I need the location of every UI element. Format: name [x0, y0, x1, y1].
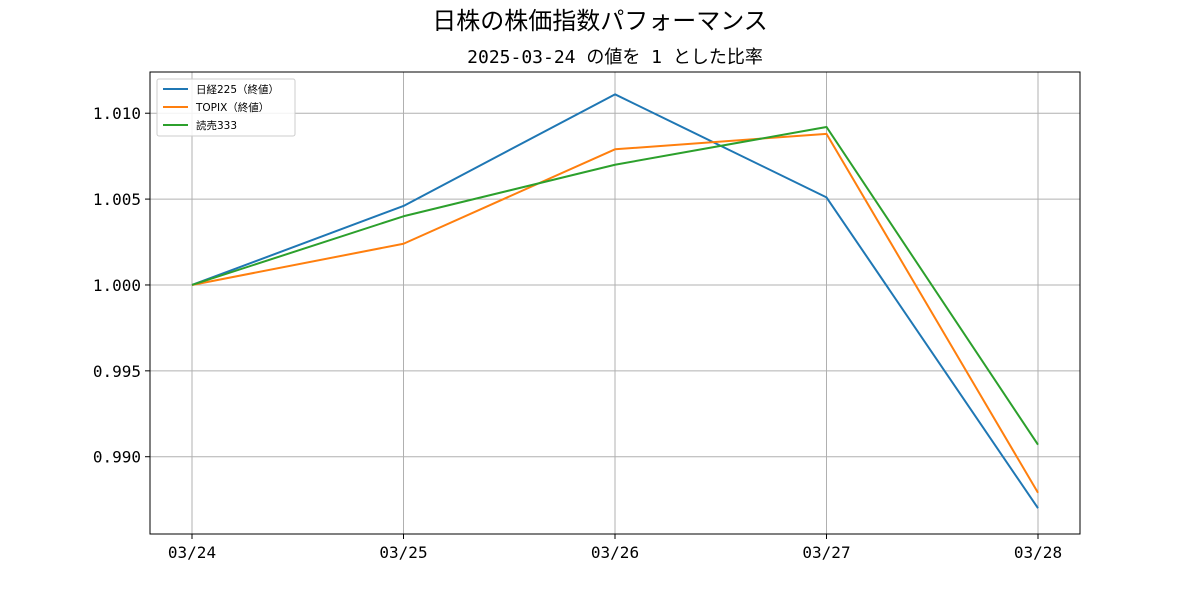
- legend-label-nikkei: 日経225（終値）: [196, 83, 279, 96]
- grid-layer: [150, 72, 1080, 534]
- chart-subtitle: 2025-03-24 の値を 1 とした比率: [467, 47, 763, 68]
- x-tick-label: 03/25: [379, 543, 427, 562]
- y-tick-label: 1.005: [93, 190, 141, 209]
- x-tick-label: 03/26: [591, 543, 639, 562]
- series-line-nikkei: [191, 93, 1039, 509]
- legend-label-topix: TOPIX（終値）: [195, 101, 269, 114]
- legend-box: [156, 78, 296, 137]
- x-tick-label: 03/27: [802, 543, 850, 562]
- chart-title: 日株の株価指数パフォーマンス: [432, 7, 768, 35]
- series-line-topix: [191, 132, 1039, 494]
- x-tick-label: 03/24: [168, 543, 216, 562]
- legend: 日経225（終値） TOPIX（終値） 読売333: [156, 78, 296, 137]
- y-tick-label: 0.995: [93, 362, 141, 381]
- y-tick-label: 1.010: [93, 104, 141, 123]
- legend-label-yomiuri: 読売333: [196, 119, 237, 132]
- x-tick-label: 03/28: [1014, 543, 1062, 562]
- tick-layer: 03/24 03/25 03/26 03/27 03/28 0.990 0.995 1.000…: [93, 104, 1062, 562]
- y-tick-label: 0.990: [93, 448, 141, 467]
- series-line-yomiuri: [191, 125, 1039, 446]
- y-tick-label: 1.000: [93, 276, 141, 295]
- series-layer: [191, 93, 1039, 509]
